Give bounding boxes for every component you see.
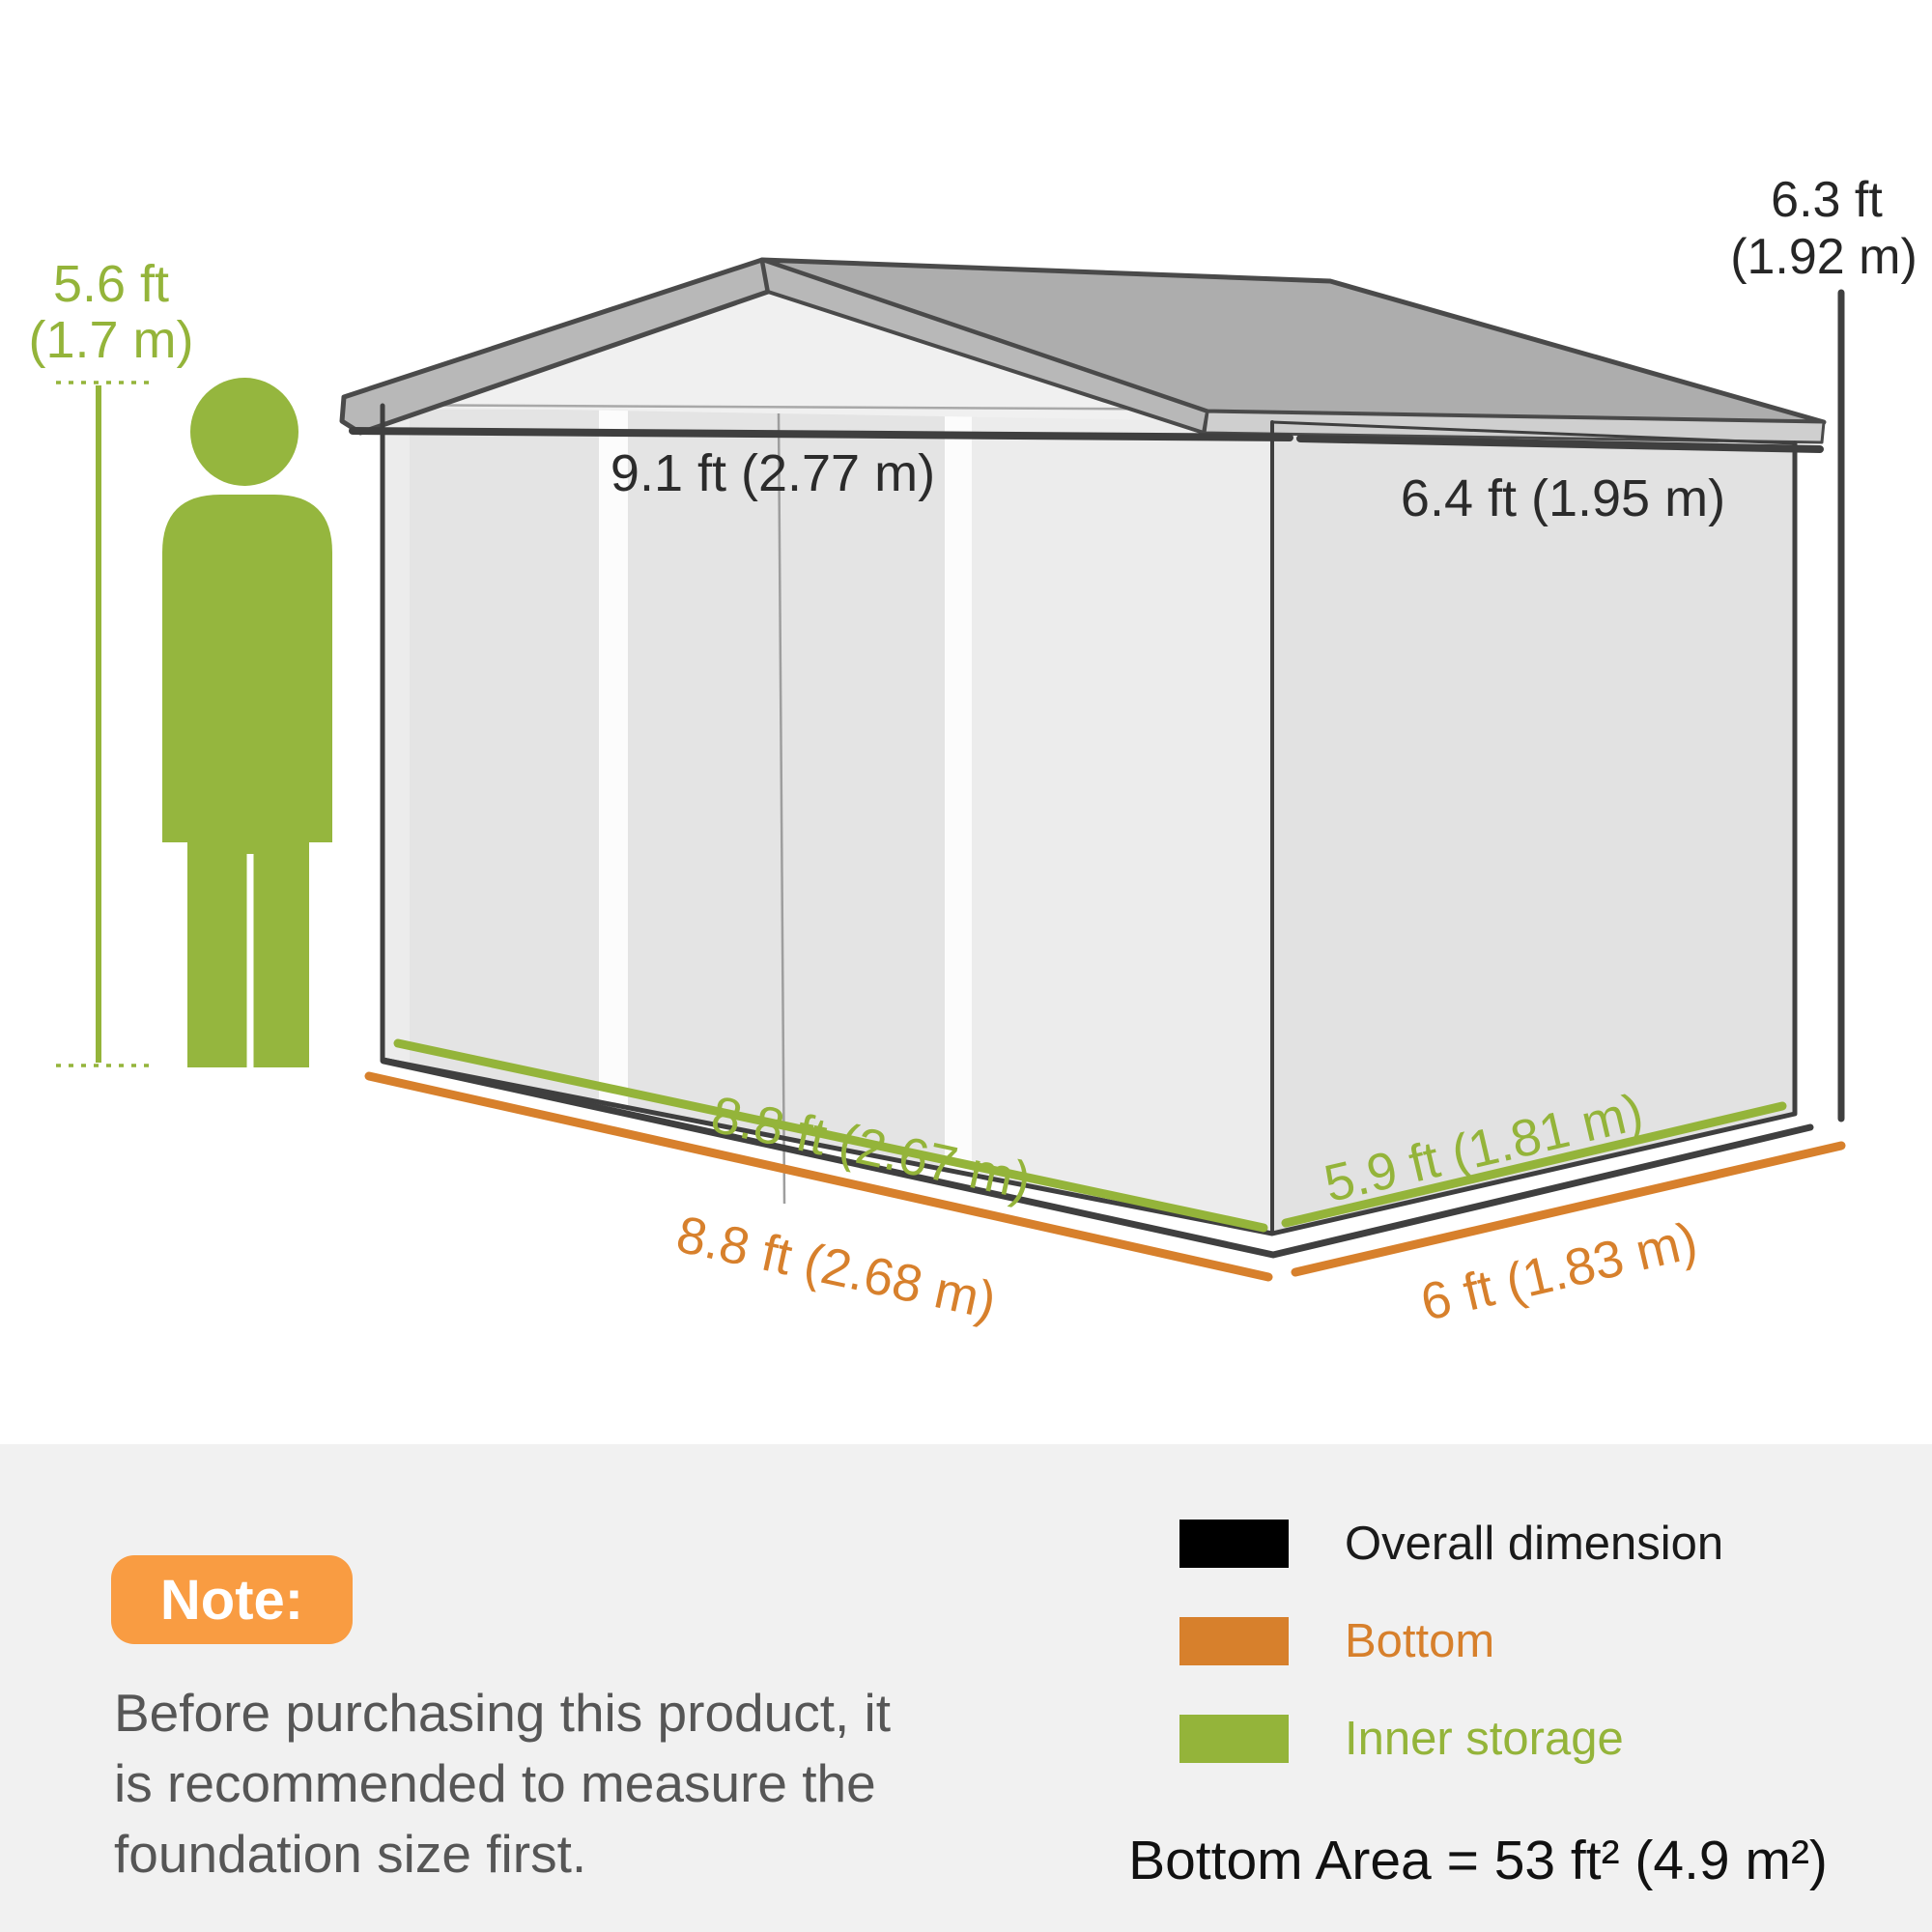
note-text-line: is recommended to measure the [114,1753,876,1813]
shed-door-trim-right [945,410,972,1175]
bottom-swatch [1179,1617,1289,1665]
legend: Overall dimension Bottom Inner storage [1179,1518,1724,1812]
overall-dimension-swatch [1179,1520,1289,1568]
overall-bottom-line [380,1057,1814,1259]
person-torso [162,495,332,842]
legend-row-bottom: Bottom [1179,1615,1723,1667]
shed-illustration: 5.6 ft (1.7 m) [28,172,1918,1332]
legend-label-overall: Overall dimension [1345,1518,1724,1570]
bottom-width-line [364,1071,1273,1282]
front-width-label: 9.1 ft (2.77 m) [611,444,935,502]
note-text-line: Before purchasing this product, it [114,1683,892,1743]
overall-depth-line-side [1296,435,1824,453]
info-panel: Note: Before purchasing this product, it… [0,1444,1932,1932]
legend-label-bottom: Bottom [1345,1615,1495,1667]
bottom-width-label: 8.8 ft (2.68 m) [671,1206,1001,1331]
side-depth-label: 6.4 ft (1.95 m) [1401,469,1725,527]
shed-door-split-line [777,412,786,1205]
note-text: Before purchasing this product, it is re… [114,1678,964,1889]
note-badge: Note: [111,1555,353,1644]
shed-outlines [380,403,1798,1236]
shed-door-panel-left [410,410,599,1102]
shed-roof [339,257,1827,444]
roof-eave-band [1203,410,1826,444]
inner-depth-line [1281,1101,1787,1228]
bottom-area-summary: Bottom Area = 53 ft² (4.9 m²) [1128,1830,1828,1891]
inner-width-line [393,1038,1268,1233]
person-head [190,378,298,486]
person-height-dimension: 5.6 ft (1.7 m) [28,255,194,1067]
person-figure [162,378,332,1067]
note-text-line: foundation size first. [114,1824,587,1884]
legend-row-inner: Inner storage [1179,1713,1723,1765]
shed-gable [390,289,1164,420]
person-height-m-label: (1.7 m) [28,311,193,369]
overall-width-line-front [349,427,1293,441]
legend-label-inner: Inner storage [1345,1713,1624,1765]
legend-row-overall: Overall dimension [1179,1518,1724,1570]
inner-storage-swatch [1179,1715,1289,1763]
shed-wall-top-line [352,403,1257,412]
shed-door-panel-right [628,410,945,1170]
bottom-depth-label: 6 ft (1.83 m) [1415,1211,1702,1332]
shed-side-wall [1272,422,1795,1234]
overall-height-ft-label: 6.3 ft [1771,172,1883,228]
overall-height-m-label: (1.92 m) [1730,229,1918,285]
side-wall-top-edge [1270,420,1797,445]
note-badge-label: Note: [159,1568,304,1632]
shed-walls [352,287,1795,1234]
shed-door-trim-left [599,410,628,1108]
bottom-depth-line [1291,1141,1846,1277]
dimension-lines [349,289,1846,1282]
person-height-ft-label: 5.6 ft [53,255,169,313]
